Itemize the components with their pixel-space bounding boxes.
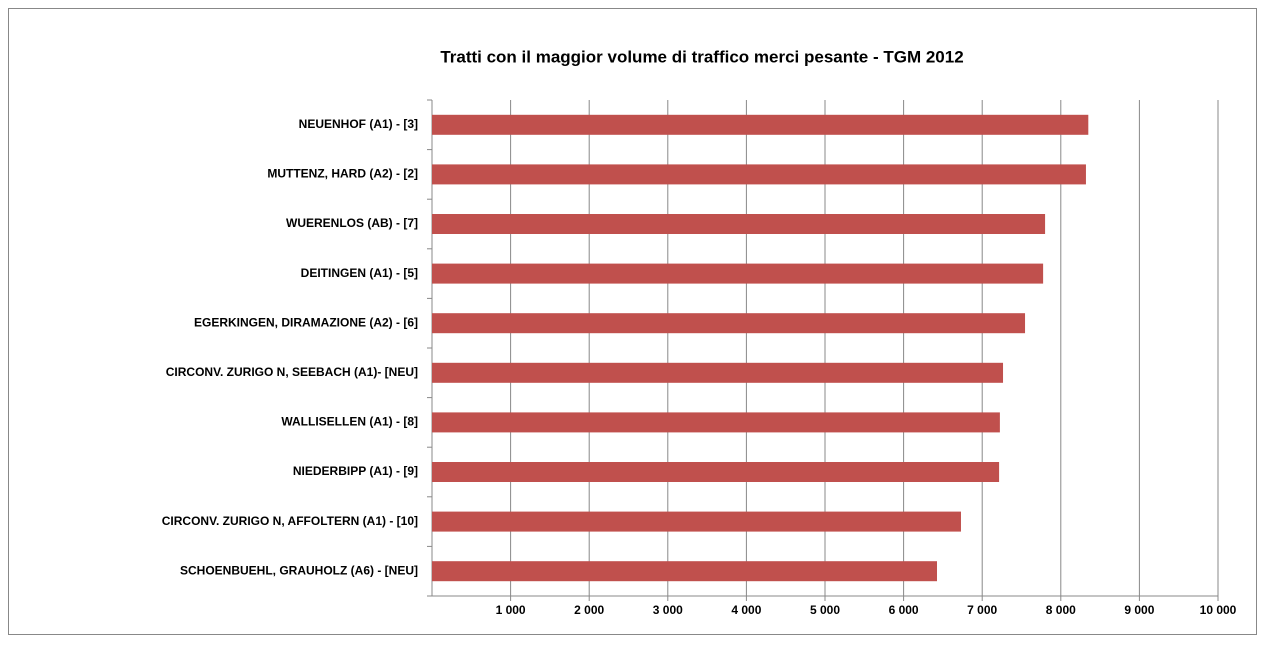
bar bbox=[432, 462, 1000, 482]
y-tick-label: NEUENHOF (A1) - [3] bbox=[299, 117, 418, 131]
bar bbox=[432, 164, 1086, 185]
x-tick-label: 1 000 bbox=[496, 603, 526, 617]
y-tick-label: EGERKINGEN, DIRAMAZIONE (A2) - [6] bbox=[194, 315, 418, 329]
x-tick-label: 9 000 bbox=[1124, 603, 1154, 617]
bar bbox=[432, 511, 961, 532]
y-tick-label: DEITINGEN (A1) - [5] bbox=[301, 266, 418, 280]
chart-title: Tratti con il maggior volume di traffico… bbox=[440, 47, 963, 66]
y-tick-label: NIEDERBIPP (A1) - [9] bbox=[293, 464, 418, 478]
y-tick-label: CIRCONV. ZURIGO N, AFFOLTERN (A1) - [10] bbox=[162, 514, 418, 528]
bar bbox=[432, 214, 1046, 234]
bar bbox=[432, 313, 1026, 334]
x-tick-label: 7 000 bbox=[967, 603, 997, 617]
y-tick-label: MUTTENZ, HARD (A2) - [2] bbox=[267, 167, 418, 181]
x-tick-label: 2 000 bbox=[574, 603, 604, 617]
y-tick-label: SCHOENBUEHL, GRAUHOLZ (A6) - [NEU] bbox=[180, 563, 418, 577]
bar bbox=[432, 263, 1044, 284]
x-tick-label: 8 000 bbox=[1046, 603, 1076, 617]
x-tick-label: 4 000 bbox=[731, 603, 761, 617]
x-tick-label: 5 000 bbox=[810, 603, 840, 617]
y-tick-label: CIRCONV. ZURIGO N, SEEBACH (A1)- [NEU] bbox=[166, 365, 418, 379]
bar bbox=[432, 561, 938, 582]
y-tick-label: WUERENLOS (AB) - [7] bbox=[286, 216, 418, 230]
bar bbox=[432, 362, 1004, 383]
bar bbox=[432, 114, 1089, 135]
y-tick-label: WALLISELLEN (A1) - [8] bbox=[281, 415, 418, 429]
x-tick-label: 3 000 bbox=[653, 603, 683, 617]
bar bbox=[432, 412, 1000, 433]
x-tick-label: 6 000 bbox=[889, 603, 919, 617]
x-tick-label: 10 000 bbox=[1200, 603, 1237, 617]
